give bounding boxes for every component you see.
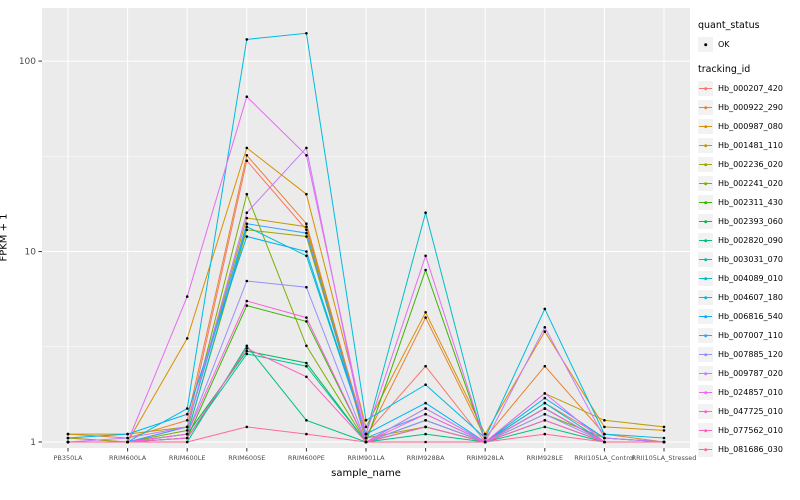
legend: quant_status OK tracking_id Hb_000207_42… xyxy=(698,20,800,461)
legend-item-label: Hb_081686_030 xyxy=(718,445,783,454)
legend-item-tracking-id: Hb_000207_420 xyxy=(698,81,800,96)
legend-item-label: Hb_047725_010 xyxy=(718,407,783,416)
legend-item-label: Hb_000922_290 xyxy=(718,103,783,112)
line-key-icon xyxy=(698,157,713,172)
x-axis-title: sample_name xyxy=(331,468,401,479)
line-key-icon xyxy=(698,100,713,115)
legend-item-label: Hb_001481_110 xyxy=(718,141,783,150)
legend-item-tracking-id: Hb_002236_020 xyxy=(698,157,800,172)
y-tick-label: 10 xyxy=(25,248,37,258)
x-tick-label: RRII105LA_Stressed xyxy=(632,454,697,462)
legend-item-tracking-id: Hb_006816_540 xyxy=(698,309,800,324)
line-key-icon xyxy=(698,271,713,286)
x-tick-label: RRIM928LA xyxy=(467,454,505,462)
legend-quant-items: OK xyxy=(698,37,800,52)
legend-item-quant-status: OK xyxy=(698,37,800,52)
y-axis-title: FPKM + 1 xyxy=(0,213,10,262)
point-key-icon xyxy=(698,37,713,52)
legend-item-tracking-id: Hb_004089_010 xyxy=(698,271,800,286)
legend-item-tracking-id: Hb_001481_110 xyxy=(698,138,800,153)
legend-item-label: Hb_002311_430 xyxy=(718,198,783,207)
legend-item-tracking-id: Hb_002311_430 xyxy=(698,195,800,210)
y-tick-label: 100 xyxy=(19,57,36,67)
line-key-icon xyxy=(698,366,713,381)
legend-item-label: Hb_024857_010 xyxy=(718,388,783,397)
legend-quant-status-title: quant_status xyxy=(698,20,760,31)
y-axis: 1 10 100 xyxy=(19,57,42,448)
line-key-icon xyxy=(698,138,713,153)
legend-item-tracking-id: Hb_047725_010 xyxy=(698,404,800,419)
legend-item-tracking-id: Hb_002393_060 xyxy=(698,214,800,229)
legend-item-tracking-id: Hb_009787_020 xyxy=(698,366,800,381)
legend-item-label: Hb_000207_420 xyxy=(718,84,783,93)
legend-tracking-id-title: tracking_id xyxy=(698,64,751,75)
legend-item-tracking-id: Hb_077562_010 xyxy=(698,423,800,438)
line-key-icon xyxy=(698,195,713,210)
line-key-icon xyxy=(698,176,713,191)
line-key-icon xyxy=(698,309,713,324)
line-key-icon xyxy=(698,328,713,343)
line-key-icon xyxy=(698,214,713,229)
x-tick-label: PB350LA xyxy=(53,454,83,462)
line-key-icon xyxy=(698,252,713,267)
x-tick-label: RRII105LA_Control xyxy=(574,454,634,462)
legend-item-tracking-id: Hb_081686_030 xyxy=(698,442,800,457)
x-tick-label: RRIM600LE xyxy=(169,454,206,462)
x-axis: PB350LA RRIM600LA RRIM600LE RRIM600SE RRIM60… xyxy=(53,448,696,462)
legend-item-label: Hb_007885_120 xyxy=(718,350,783,359)
legend-item-label: Hb_002236_020 xyxy=(718,160,783,169)
legend-tracking-items: Hb_000207_420 Hb_000922_290 Hb_000987_080 H… xyxy=(698,81,800,457)
legend-item-label: OK xyxy=(718,40,730,49)
x-tick-label: RRIM928BA xyxy=(407,454,445,462)
line-key-icon xyxy=(698,81,713,96)
x-tick-label: RRIM901LA xyxy=(347,454,385,462)
legend-item-label: Hb_002241_020 xyxy=(718,179,783,188)
legend-item-label: Hb_004607_180 xyxy=(718,293,783,302)
line-key-icon xyxy=(698,119,713,134)
x-tick-label: RRIM600PE xyxy=(288,454,325,462)
legend-item-tracking-id: Hb_007885_120 xyxy=(698,347,800,362)
legend-item-tracking-id: Hb_000922_290 xyxy=(698,100,800,115)
line-key-icon xyxy=(698,290,713,305)
line-key-icon xyxy=(698,423,713,438)
line-key-icon xyxy=(698,404,713,419)
line-key-icon xyxy=(698,385,713,400)
legend-item-tracking-id: Hb_004607_180 xyxy=(698,290,800,305)
line-key-icon xyxy=(698,233,713,248)
legend-item-tracking-id: Hb_000987_080 xyxy=(698,119,800,134)
legend-item-tracking-id: Hb_002820_090 xyxy=(698,233,800,248)
legend-item-tracking-id: Hb_007007_110 xyxy=(698,328,800,343)
line-key-icon xyxy=(698,442,713,457)
legend-item-label: Hb_007007_110 xyxy=(718,331,783,340)
legend-item-label: Hb_006816_540 xyxy=(718,312,783,321)
data-points xyxy=(66,32,666,444)
legend-item-label: Hb_004089_010 xyxy=(718,274,783,283)
legend-item-label: Hb_000987_080 xyxy=(718,122,783,131)
legend-item-tracking-id: Hb_024857_010 xyxy=(698,385,800,400)
legend-item-label: Hb_077562_010 xyxy=(718,426,783,435)
x-tick-label: RRIM600SE xyxy=(228,454,265,462)
x-tick-label: RRIM600LA xyxy=(109,454,147,462)
y-tick-label: 1 xyxy=(30,438,36,448)
x-tick-label: RRIM928LE xyxy=(526,454,563,462)
legend-item-label: Hb_002820_090 xyxy=(718,236,783,245)
legend-item-label: Hb_002393_060 xyxy=(718,217,783,226)
legend-item-label: Hb_003031_070 xyxy=(718,255,783,264)
legend-item-tracking-id: Hb_003031_070 xyxy=(698,252,800,267)
line-key-icon xyxy=(698,347,713,362)
legend-item-label: Hb_009787_020 xyxy=(718,369,783,378)
legend-item-tracking-id: Hb_002241_020 xyxy=(698,176,800,191)
